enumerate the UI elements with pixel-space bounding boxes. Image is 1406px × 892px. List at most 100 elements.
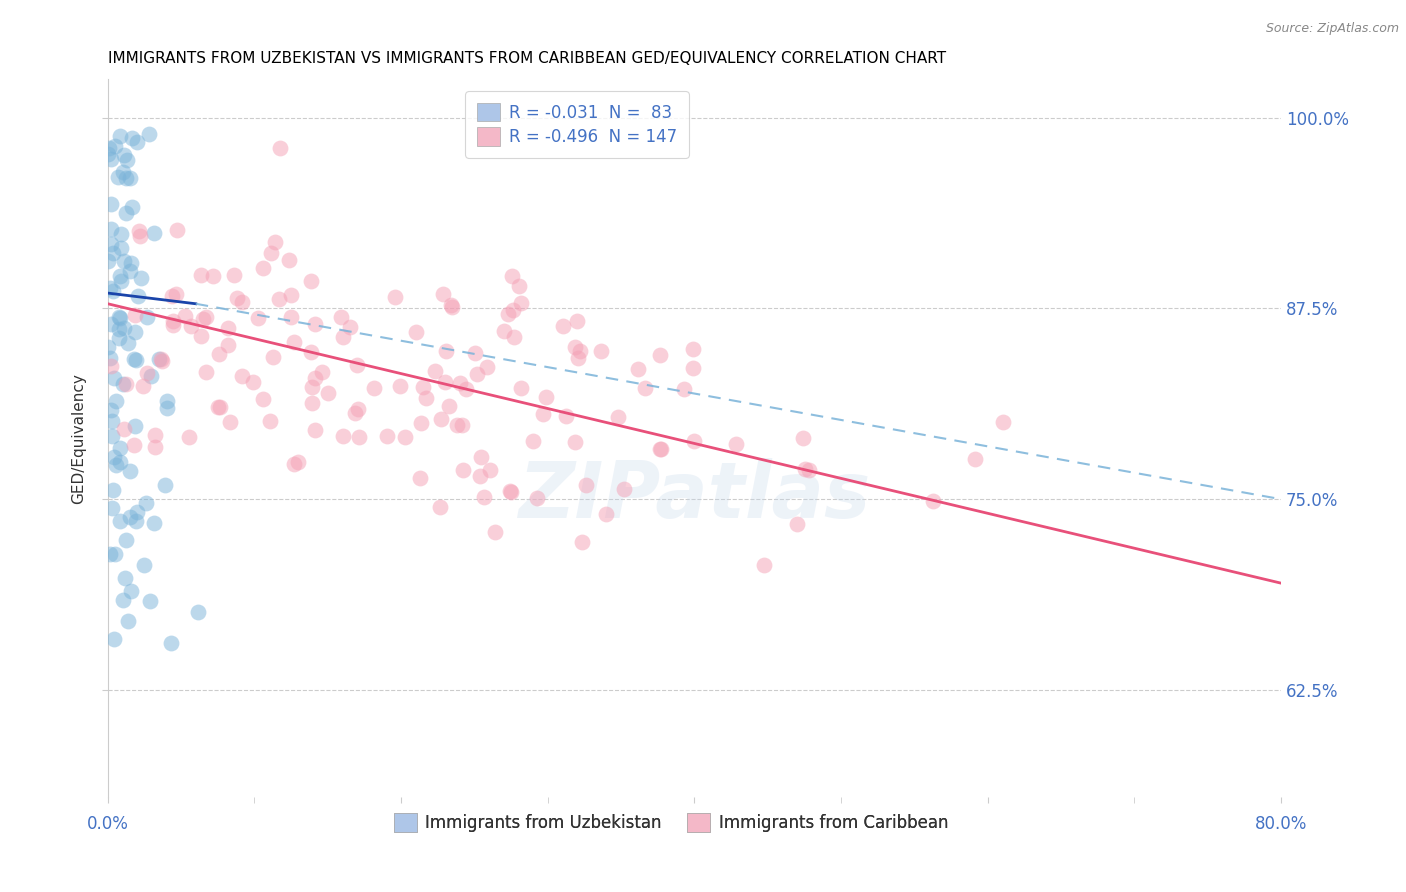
Point bbox=[127, 289, 149, 303]
Point bbox=[425, 364, 447, 378]
Point bbox=[108, 322, 131, 336]
Point bbox=[180, 318, 202, 333]
Point bbox=[101, 284, 124, 298]
Point bbox=[195, 365, 218, 379]
Point bbox=[143, 226, 166, 240]
Point bbox=[508, 279, 530, 293]
Point bbox=[148, 351, 170, 366]
Point bbox=[991, 415, 1014, 429]
Point bbox=[344, 406, 367, 420]
Point bbox=[138, 127, 160, 141]
Point bbox=[105, 393, 128, 408]
Point bbox=[921, 494, 943, 508]
Point bbox=[209, 400, 232, 414]
Point bbox=[150, 351, 173, 366]
Point bbox=[510, 296, 533, 310]
Point bbox=[111, 165, 134, 179]
Point bbox=[187, 605, 209, 619]
Point bbox=[363, 381, 385, 395]
Point bbox=[97, 340, 120, 354]
Point bbox=[224, 268, 246, 283]
Point bbox=[120, 264, 142, 278]
Point bbox=[432, 287, 454, 301]
Point bbox=[100, 359, 122, 373]
Text: Source: ZipAtlas.com: Source: ZipAtlas.com bbox=[1265, 22, 1399, 36]
Point bbox=[347, 430, 370, 444]
Point bbox=[114, 377, 136, 392]
Point bbox=[117, 335, 139, 350]
Point bbox=[451, 463, 474, 477]
Point bbox=[571, 534, 593, 549]
Point bbox=[332, 329, 354, 343]
Point bbox=[394, 430, 416, 444]
Point bbox=[634, 381, 657, 395]
Point bbox=[567, 314, 589, 328]
Point bbox=[496, 307, 519, 321]
Point bbox=[534, 390, 557, 404]
Point bbox=[101, 414, 124, 428]
Text: IMMIGRANTS FROM UZBEKISTAN VS IMMIGRANTS FROM CARIBBEAN GED/EQUIVALENCY CORRELAT: IMMIGRANTS FROM UZBEKISTAN VS IMMIGRANTS… bbox=[108, 51, 946, 66]
Point bbox=[252, 392, 274, 407]
Point bbox=[112, 422, 135, 436]
Point bbox=[551, 318, 574, 333]
Point bbox=[470, 469, 492, 483]
Point bbox=[195, 310, 218, 325]
Point bbox=[108, 441, 131, 455]
Point bbox=[108, 129, 131, 144]
Point bbox=[217, 338, 239, 352]
Point bbox=[242, 375, 264, 389]
Point bbox=[752, 558, 775, 573]
Point bbox=[648, 442, 671, 457]
Point bbox=[260, 246, 283, 260]
Point bbox=[101, 245, 124, 260]
Point bbox=[226, 291, 249, 305]
Point bbox=[103, 371, 125, 385]
Point bbox=[124, 325, 146, 339]
Point bbox=[136, 366, 159, 380]
Point bbox=[129, 229, 152, 244]
Point bbox=[526, 491, 548, 505]
Text: 80.0%: 80.0% bbox=[1254, 815, 1308, 833]
Point bbox=[280, 310, 302, 324]
Point bbox=[207, 400, 229, 414]
Point bbox=[567, 351, 589, 365]
Point bbox=[108, 269, 131, 284]
Point bbox=[456, 382, 478, 396]
Point bbox=[650, 442, 672, 456]
Point bbox=[304, 370, 326, 384]
Point bbox=[124, 418, 146, 433]
Point bbox=[101, 501, 124, 516]
Point bbox=[153, 478, 176, 492]
Point bbox=[437, 400, 460, 414]
Point bbox=[316, 386, 339, 401]
Point bbox=[375, 428, 398, 442]
Point bbox=[569, 344, 592, 359]
Point bbox=[304, 317, 326, 331]
Point bbox=[166, 222, 188, 236]
Point bbox=[477, 359, 499, 374]
Point bbox=[115, 153, 138, 167]
Point bbox=[190, 268, 212, 283]
Point bbox=[299, 344, 322, 359]
Point bbox=[114, 571, 136, 585]
Point bbox=[231, 295, 253, 310]
Point bbox=[190, 329, 212, 343]
Point bbox=[101, 483, 124, 497]
Point bbox=[155, 393, 177, 408]
Point bbox=[246, 311, 269, 326]
Point bbox=[264, 235, 287, 249]
Point bbox=[683, 434, 706, 448]
Point bbox=[531, 407, 554, 421]
Point bbox=[143, 516, 166, 531]
Point bbox=[595, 508, 617, 522]
Point bbox=[589, 343, 612, 358]
Point bbox=[283, 457, 305, 471]
Point bbox=[108, 514, 131, 528]
Point bbox=[464, 346, 486, 360]
Point bbox=[100, 317, 122, 331]
Point bbox=[132, 558, 155, 572]
Point bbox=[219, 415, 242, 429]
Point bbox=[120, 256, 142, 270]
Point bbox=[132, 379, 155, 393]
Point bbox=[97, 147, 120, 161]
